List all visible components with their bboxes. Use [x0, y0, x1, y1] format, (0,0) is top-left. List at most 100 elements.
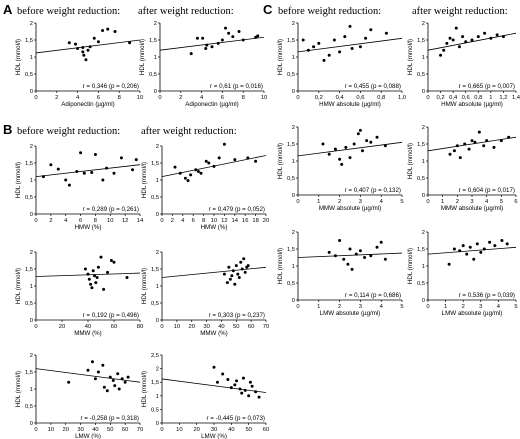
data-point	[67, 183, 71, 187]
data-point	[102, 287, 106, 291]
data-point	[128, 41, 132, 45]
data-point	[86, 272, 90, 276]
data-point	[458, 156, 462, 160]
x-tick-label: 2	[49, 218, 52, 224]
data-point	[447, 262, 451, 266]
x-axis-label: LMW (%)	[201, 433, 227, 439]
data-point	[495, 33, 499, 37]
x-tick-label: 40	[218, 324, 224, 330]
data-point	[221, 372, 225, 376]
panel-letter-c: C	[263, 2, 273, 17]
data-point	[327, 250, 331, 254]
x-tick-label: 18	[252, 218, 258, 224]
x-tick-label: 0,2	[437, 95, 445, 101]
x-tick-label: 0	[426, 199, 429, 205]
data-point	[461, 244, 465, 248]
y-tick-label: 2	[154, 21, 157, 27]
x-tick-label: 1	[444, 304, 447, 310]
x-tick-label: 30	[77, 427, 83, 433]
x-tick-label: 20	[62, 427, 68, 433]
x-axis-label: Adiponectin (µg/ml)	[61, 101, 114, 108]
data-point	[74, 42, 78, 46]
trend-line	[297, 37, 403, 53]
data-point	[123, 380, 127, 384]
data-point	[338, 157, 342, 161]
chart-b-hmw-before: 0 0,5 1 1,5 2 0 2 4 6 8 10 12 14 HMW (%) HDL (mmol/l) r…	[15, 144, 144, 231]
x-tick-label: 2	[462, 304, 465, 310]
x-axis-label: MMW (%)	[74, 330, 102, 337]
data-point	[383, 144, 387, 148]
x-tick-label: 4	[380, 199, 384, 205]
x-axis-label: HMW absolute (µg/ml)	[319, 101, 381, 108]
data-point	[461, 35, 465, 39]
y-axis-label: HDL (mmol/l)	[277, 248, 284, 284]
data-point	[327, 53, 331, 57]
x-tick-label: 8	[242, 95, 245, 101]
data-point	[452, 247, 456, 251]
data-point	[375, 135, 379, 139]
data-point	[369, 254, 373, 258]
data-point	[240, 267, 244, 271]
data-point	[82, 53, 86, 57]
data-point	[472, 257, 476, 261]
x-tick-label: 10	[211, 218, 217, 224]
x-tick-label: 10	[137, 95, 143, 101]
x-tick-label: 0	[160, 218, 163, 224]
y-tick-label: 0,5	[417, 281, 425, 287]
data-point	[333, 254, 337, 258]
panel-letter-a: A	[3, 2, 13, 17]
y-axis-label: HDL (mmol/l)	[15, 371, 22, 407]
x-tick-label: 2	[55, 95, 58, 101]
y-tick-label: 0	[292, 89, 295, 95]
data-point	[99, 255, 103, 259]
data-point	[465, 252, 469, 256]
data-point	[338, 50, 342, 54]
data-point	[111, 379, 115, 382]
y-tick-label: 0,5	[151, 301, 159, 307]
x-tick-label: 2	[338, 199, 341, 205]
data-point	[93, 274, 96, 278]
data-point	[348, 247, 352, 251]
data-point	[119, 156, 123, 160]
data-point	[226, 377, 230, 381]
data-point	[354, 252, 358, 256]
x-tick-label: 20	[193, 427, 199, 433]
data-point	[112, 260, 116, 264]
data-point	[120, 377, 124, 381]
trend-line	[35, 39, 141, 54]
x-tick-label: 1,2	[499, 95, 507, 101]
x-tick-label: 1	[489, 95, 492, 101]
x-tick-label: 4	[76, 95, 80, 101]
data-point	[116, 372, 120, 376]
y-tick-label: 0	[292, 298, 295, 304]
data-point	[186, 179, 190, 183]
y-axis-label: HDL (mmol/l)	[139, 39, 146, 75]
data-point	[224, 26, 228, 30]
data-point	[205, 43, 209, 47]
x-tick-label: 20	[263, 218, 269, 224]
y-tick-label: 2	[30, 144, 33, 150]
data-point	[482, 247, 486, 251]
data-point	[95, 276, 99, 279]
data-point	[470, 139, 474, 143]
x-tick-label: 12	[221, 218, 227, 224]
data-point	[196, 170, 200, 173]
data-point	[346, 262, 350, 266]
data-point	[201, 36, 205, 40]
data-point	[109, 259, 113, 262]
x-tick-label: 6	[221, 95, 224, 101]
x-tick-label: 60	[111, 324, 117, 330]
trend-line	[427, 246, 517, 255]
y-axis-label: HDL (mmol/l)	[15, 162, 22, 198]
data-point	[243, 270, 247, 274]
data-point	[225, 281, 229, 285]
data-point	[332, 38, 336, 42]
data-point	[194, 168, 198, 172]
data-point	[312, 45, 316, 49]
y-tick-label: 2	[30, 21, 33, 27]
y-tick-label: 0,5	[25, 301, 33, 307]
y-tick-label: 0,5	[287, 281, 295, 287]
data-point	[101, 178, 105, 182]
data-point	[454, 26, 458, 30]
